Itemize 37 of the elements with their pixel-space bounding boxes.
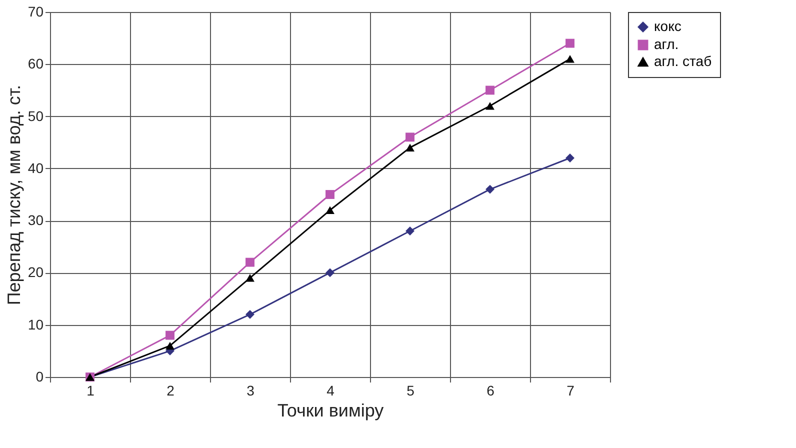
point: [246, 258, 254, 267]
point: [406, 132, 414, 142]
x-tick-label: 6: [486, 382, 495, 398]
legend-label: агл. стаб: [654, 53, 712, 69]
y-tick-label: 70: [28, 4, 44, 20]
y-tick-label: 60: [28, 56, 44, 72]
x-tick-label: 1: [86, 382, 95, 398]
y-tick-label: 0: [36, 368, 44, 384]
point: [406, 144, 414, 152]
point: [566, 55, 574, 63]
point: [406, 226, 414, 236]
y-tick-label: 10: [28, 316, 44, 332]
x-tick-label: 5: [406, 382, 415, 398]
legend-label: агл.: [654, 36, 679, 52]
x-axis-title: Точки виміру: [277, 400, 384, 420]
point: [166, 330, 174, 340]
x-tick-label: 2: [166, 382, 175, 398]
point: [566, 38, 574, 48]
y-axis-title: Перепад тиску, мм вод. ст.: [4, 84, 24, 306]
point: [246, 274, 254, 282]
point: [326, 206, 334, 214]
x-tick-label: 3: [246, 382, 255, 398]
point: [246, 310, 254, 319]
point: [166, 342, 174, 350]
legend-label: кокс: [654, 18, 682, 34]
point: [566, 154, 574, 162]
x-tick-label: 4: [326, 382, 335, 398]
point: [486, 86, 494, 95]
point: [486, 184, 494, 194]
point: [326, 190, 334, 199]
y-tick-label: 50: [28, 108, 44, 124]
y-tick-label: 30: [28, 212, 44, 228]
y-tick-label: 40: [28, 160, 44, 176]
point: [486, 102, 494, 110]
x-tick-label: 7: [566, 382, 575, 398]
point: [326, 268, 334, 278]
y-tick-label: 20: [28, 264, 44, 280]
